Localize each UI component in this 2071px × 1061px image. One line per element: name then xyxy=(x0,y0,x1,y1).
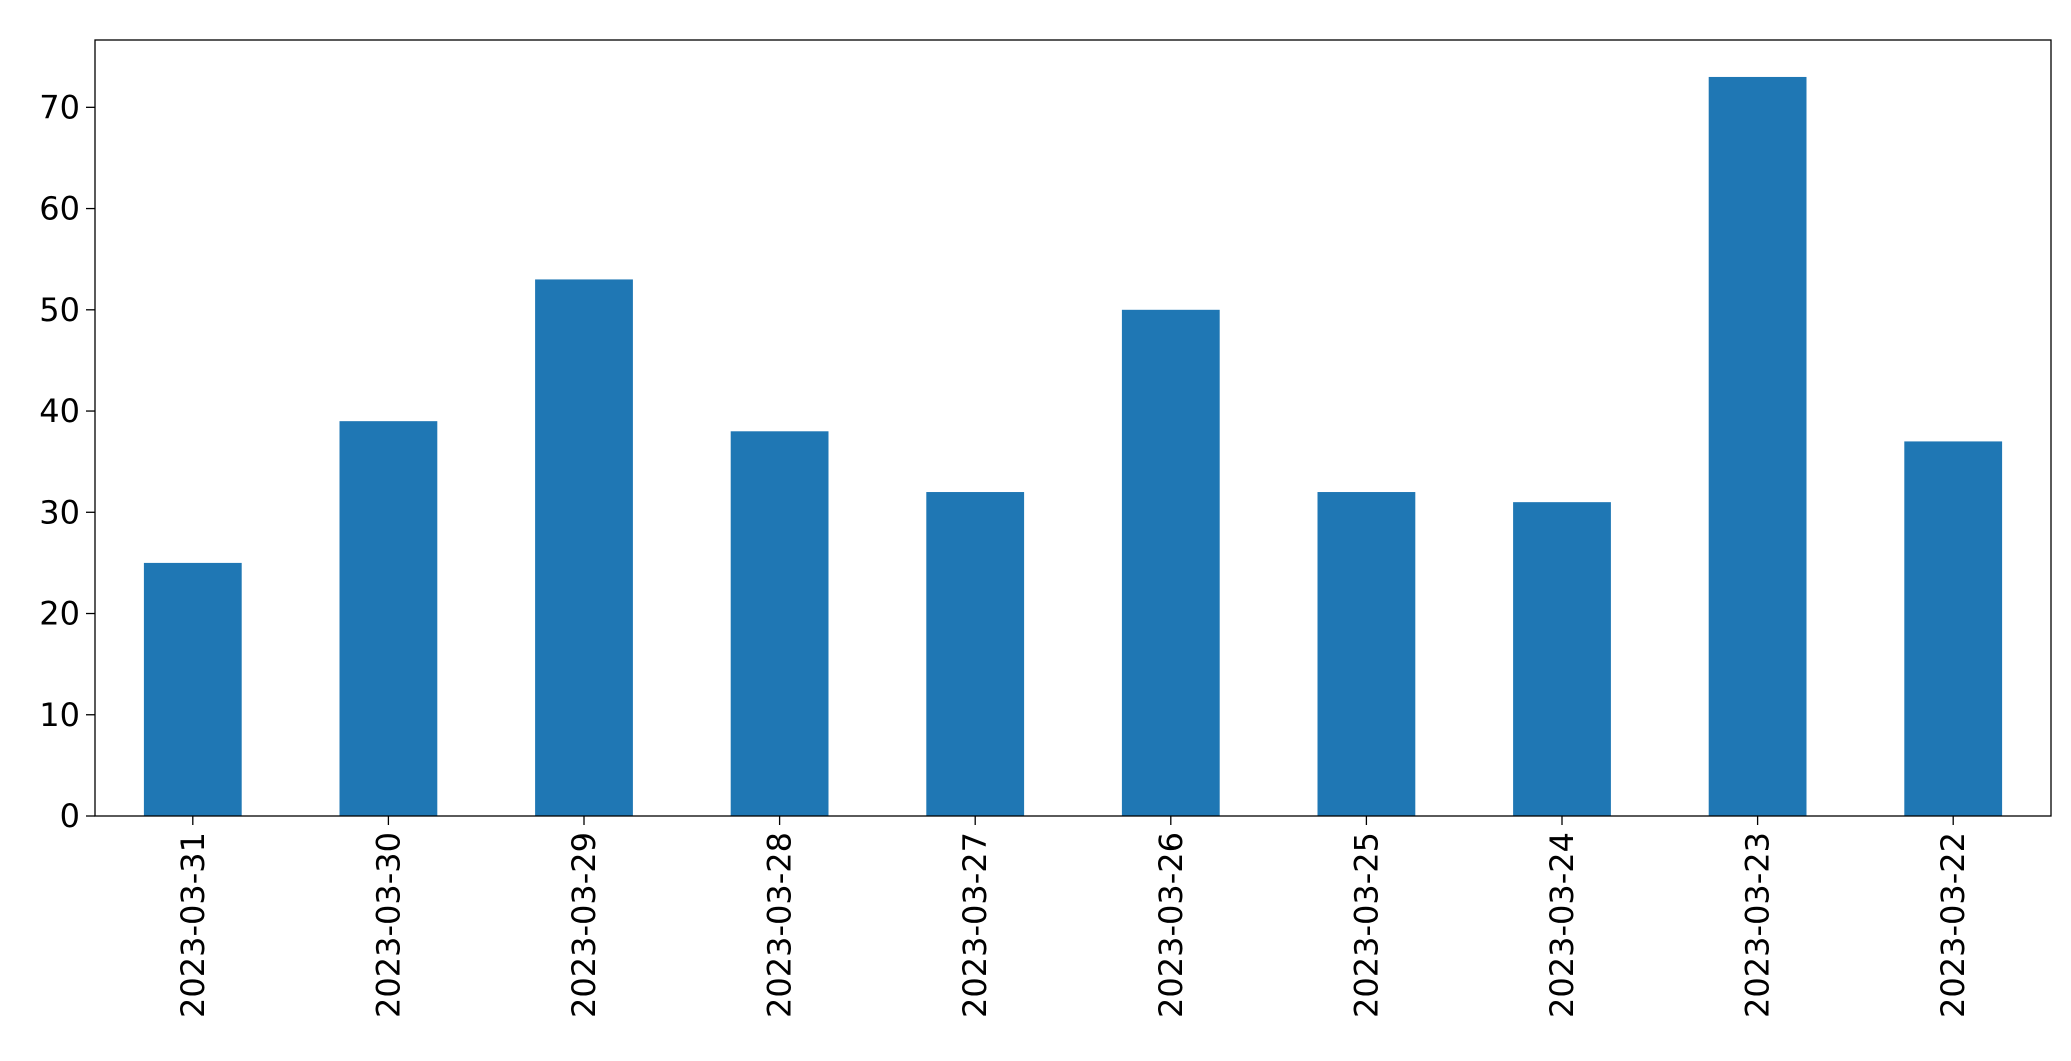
x-tick-label: 2023-03-28 xyxy=(761,832,799,1018)
y-tick-label: 40 xyxy=(39,392,80,430)
x-tick-label: 2023-03-22 xyxy=(1934,832,1972,1018)
x-tick-label: 2023-03-30 xyxy=(369,832,407,1018)
y-tick-label: 10 xyxy=(39,696,80,734)
bar xyxy=(143,562,242,816)
x-tick-label: 2023-03-29 xyxy=(565,832,603,1018)
x-tick-label: 2023-03-25 xyxy=(1347,832,1385,1018)
x-tick-label: 2023-03-27 xyxy=(956,832,994,1018)
bar xyxy=(535,279,633,817)
bar xyxy=(1708,76,1807,816)
x-tick-label: 2023-03-23 xyxy=(1739,832,1777,1018)
bar xyxy=(730,431,829,816)
bar xyxy=(1904,441,2003,816)
bar xyxy=(1317,492,1416,816)
y-tick-label: 60 xyxy=(39,190,80,228)
bar xyxy=(339,421,438,816)
x-tick-label: 2023-03-26 xyxy=(1152,832,1190,1018)
y-tick-label: 0 xyxy=(60,797,80,835)
bar xyxy=(926,492,1025,816)
y-tick-label: 30 xyxy=(39,493,80,531)
y-tick-label: 20 xyxy=(39,595,80,633)
plot-frame xyxy=(94,39,2052,817)
x-tick-label: 2023-03-31 xyxy=(174,832,212,1018)
x-tick-label: 2023-03-24 xyxy=(1543,832,1581,1018)
bar xyxy=(1121,309,1220,816)
y-tick-label: 70 xyxy=(39,88,80,126)
y-tick-label: 50 xyxy=(39,291,80,329)
bar xyxy=(1513,502,1611,816)
